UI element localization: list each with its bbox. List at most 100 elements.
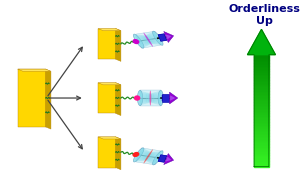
Ellipse shape — [159, 91, 160, 105]
Ellipse shape — [143, 35, 150, 45]
Ellipse shape — [136, 34, 144, 48]
Polygon shape — [254, 127, 269, 130]
Ellipse shape — [152, 93, 154, 103]
Polygon shape — [254, 108, 269, 111]
Ellipse shape — [150, 93, 151, 103]
Ellipse shape — [150, 93, 151, 103]
Ellipse shape — [138, 149, 146, 161]
Polygon shape — [254, 99, 269, 102]
Ellipse shape — [144, 35, 150, 44]
Polygon shape — [254, 164, 269, 167]
Ellipse shape — [152, 32, 161, 45]
Polygon shape — [254, 102, 269, 105]
Ellipse shape — [147, 35, 153, 44]
Polygon shape — [116, 137, 121, 170]
Polygon shape — [254, 136, 269, 139]
Polygon shape — [98, 137, 116, 167]
Polygon shape — [140, 91, 161, 106]
Polygon shape — [254, 83, 269, 85]
Ellipse shape — [155, 92, 156, 104]
Polygon shape — [98, 83, 121, 85]
Ellipse shape — [146, 35, 151, 44]
Polygon shape — [254, 125, 269, 127]
Ellipse shape — [147, 34, 154, 44]
Ellipse shape — [136, 148, 144, 162]
Ellipse shape — [137, 34, 146, 47]
Ellipse shape — [134, 95, 140, 101]
Ellipse shape — [135, 148, 144, 162]
Polygon shape — [254, 133, 269, 136]
Ellipse shape — [136, 149, 145, 162]
Ellipse shape — [153, 151, 162, 165]
Polygon shape — [254, 144, 269, 147]
Polygon shape — [254, 94, 269, 97]
Ellipse shape — [143, 91, 144, 105]
Polygon shape — [46, 69, 51, 129]
Ellipse shape — [142, 35, 149, 45]
Ellipse shape — [134, 148, 143, 162]
Ellipse shape — [148, 93, 149, 103]
Ellipse shape — [153, 31, 162, 45]
Polygon shape — [158, 34, 167, 41]
Polygon shape — [17, 69, 46, 127]
Ellipse shape — [142, 91, 143, 105]
Polygon shape — [254, 122, 269, 125]
Polygon shape — [98, 83, 116, 113]
Ellipse shape — [139, 91, 141, 106]
Ellipse shape — [141, 150, 148, 161]
Ellipse shape — [150, 151, 158, 163]
Ellipse shape — [152, 93, 153, 103]
Polygon shape — [17, 69, 51, 71]
Ellipse shape — [154, 92, 155, 104]
Ellipse shape — [146, 35, 152, 44]
Ellipse shape — [145, 35, 151, 44]
Polygon shape — [254, 130, 269, 133]
Ellipse shape — [138, 91, 143, 106]
Ellipse shape — [134, 34, 144, 48]
Ellipse shape — [143, 151, 149, 161]
Ellipse shape — [148, 34, 155, 44]
Ellipse shape — [152, 32, 160, 45]
Polygon shape — [116, 83, 121, 115]
Polygon shape — [254, 105, 269, 108]
Ellipse shape — [146, 92, 147, 104]
Polygon shape — [254, 158, 269, 161]
Ellipse shape — [139, 35, 146, 46]
Polygon shape — [254, 55, 269, 57]
Ellipse shape — [136, 34, 145, 47]
Polygon shape — [98, 29, 116, 59]
Ellipse shape — [134, 34, 143, 48]
Ellipse shape — [158, 91, 163, 106]
Polygon shape — [164, 31, 174, 43]
Ellipse shape — [151, 93, 152, 103]
Polygon shape — [254, 111, 269, 113]
Ellipse shape — [146, 152, 152, 161]
Polygon shape — [254, 116, 269, 119]
Polygon shape — [254, 97, 269, 99]
Polygon shape — [98, 29, 121, 31]
Polygon shape — [254, 88, 269, 91]
Ellipse shape — [159, 91, 161, 105]
Polygon shape — [136, 148, 161, 165]
Ellipse shape — [144, 152, 150, 161]
Ellipse shape — [153, 93, 154, 104]
Polygon shape — [254, 141, 269, 144]
Polygon shape — [254, 161, 269, 164]
Ellipse shape — [150, 33, 158, 45]
Ellipse shape — [149, 34, 156, 45]
Polygon shape — [254, 71, 269, 74]
Polygon shape — [254, 119, 269, 122]
Polygon shape — [136, 31, 161, 48]
Ellipse shape — [139, 150, 146, 161]
Polygon shape — [254, 57, 269, 60]
Ellipse shape — [146, 93, 148, 104]
Ellipse shape — [153, 151, 162, 165]
Ellipse shape — [156, 92, 157, 104]
Polygon shape — [247, 29, 275, 55]
Ellipse shape — [141, 91, 142, 105]
Polygon shape — [254, 80, 269, 83]
Polygon shape — [165, 34, 171, 40]
Polygon shape — [254, 91, 269, 94]
Polygon shape — [116, 29, 121, 61]
Ellipse shape — [153, 151, 163, 165]
